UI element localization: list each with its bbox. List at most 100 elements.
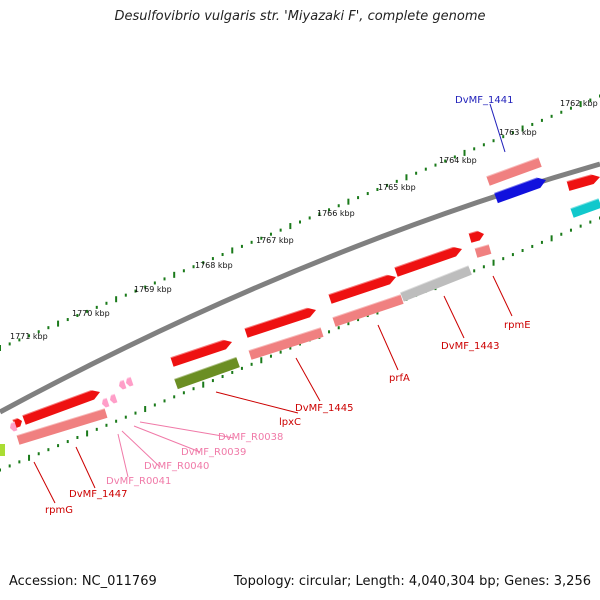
gene-arrow xyxy=(394,243,463,277)
gene-arrow xyxy=(399,264,472,302)
cds-bar xyxy=(248,326,324,360)
tick-mark xyxy=(560,110,563,114)
gene-arrow xyxy=(170,336,233,367)
tick-mark xyxy=(337,204,340,208)
tick-mark xyxy=(405,174,408,181)
tick-mark xyxy=(163,277,166,281)
tick-mark xyxy=(328,208,331,212)
tick-mark xyxy=(502,257,505,261)
gene-label-dvmf-r0038[interactable]: DvMF_R0038 xyxy=(218,432,283,443)
tick-mark xyxy=(531,244,534,248)
tick-mark xyxy=(579,101,582,108)
tick-mark xyxy=(144,285,147,289)
gene-arrow xyxy=(173,355,240,390)
tick-mark xyxy=(124,415,127,419)
trna-arrow xyxy=(8,420,18,432)
tick-mark xyxy=(415,171,418,175)
tick-mark xyxy=(144,406,147,413)
tick-mark xyxy=(560,232,563,236)
tick-mark xyxy=(0,345,1,351)
leader-line xyxy=(377,324,399,371)
leader-line xyxy=(295,357,321,402)
leader-line xyxy=(215,391,299,414)
leader-line xyxy=(489,103,506,153)
tick-mark xyxy=(28,454,31,461)
tick-mark xyxy=(18,460,21,464)
tick-mark xyxy=(473,147,476,151)
genome-stats-text: Topology: circular; Length: 4,040,304 bp… xyxy=(233,574,591,589)
gene-arrow xyxy=(493,173,546,204)
gene-label-dvmf-r0039[interactable]: DvMF_R0039 xyxy=(181,447,246,458)
gene-label-dvmf-1441[interactable]: DvMF_1441 xyxy=(455,95,513,106)
tick-mark xyxy=(269,232,272,236)
label-leaders xyxy=(33,103,513,504)
kbp-label-1769: 1769 kbp xyxy=(134,285,172,294)
tick-mark xyxy=(337,326,340,330)
gene-label-dvmf-1447[interactable]: DvMF_1447 xyxy=(69,489,127,500)
tick-mark xyxy=(347,198,350,205)
tick-mark xyxy=(105,423,108,427)
tick-mark xyxy=(76,435,79,439)
tick-mark xyxy=(202,261,205,265)
tick-mark xyxy=(240,366,243,370)
gene-fragment xyxy=(0,444,5,456)
tick-mark xyxy=(182,391,185,395)
leader-line xyxy=(139,421,235,439)
gene-label-lpxc[interactable]: lpxC xyxy=(279,417,301,428)
tick-mark xyxy=(511,253,514,257)
tick-mark xyxy=(182,269,185,273)
kbp-label-1770: 1770 kbp xyxy=(72,309,110,318)
gene-label-dvmf-1443[interactable]: DvMF_1443 xyxy=(441,341,499,352)
tick-mark xyxy=(192,387,195,391)
tick-mark xyxy=(66,440,69,444)
tick-mark xyxy=(76,313,79,317)
tick-mark xyxy=(482,265,485,269)
tick-mark xyxy=(66,318,69,322)
tick-mark xyxy=(521,249,524,253)
tick-mark xyxy=(8,464,11,468)
tick-mark xyxy=(8,342,11,346)
tick-mark xyxy=(163,399,166,403)
gene-label-dvmf-1445[interactable]: DvMF_1445 xyxy=(295,403,353,414)
tick-mark xyxy=(521,125,524,132)
tick-mark xyxy=(366,192,369,196)
gene-arrow xyxy=(328,271,396,304)
tick-mark xyxy=(250,362,253,366)
leader-line xyxy=(121,430,161,468)
tick-mark xyxy=(289,346,292,350)
tick-mark xyxy=(492,259,495,266)
kbp-label-1764: 1764 kbp xyxy=(439,156,477,165)
kbp-label-1763: 1763 kbp xyxy=(499,128,537,137)
tick-mark xyxy=(424,167,427,171)
leader-line xyxy=(133,425,201,453)
gene-label-prfa[interactable]: prfA xyxy=(389,373,410,384)
tick-mark xyxy=(173,395,176,399)
tick-mark xyxy=(231,247,234,254)
kbp-label-1767: 1767 kbp xyxy=(256,236,294,245)
tick-mark xyxy=(95,427,98,431)
feature-track xyxy=(0,156,600,456)
gene-label-dvmf-r0040[interactable]: DvMF_R0040 xyxy=(144,461,209,472)
gene-arrow xyxy=(468,228,484,243)
tick-mark xyxy=(502,135,505,139)
tick-mark xyxy=(492,139,495,143)
tick-mark xyxy=(260,357,263,364)
tick-mark xyxy=(0,468,1,472)
tick-mark xyxy=(569,106,572,110)
tick-mark xyxy=(134,411,137,415)
tick-mark xyxy=(308,216,311,220)
tick-mark xyxy=(328,330,331,334)
tick-mark xyxy=(124,293,127,297)
tick-mark xyxy=(86,309,89,313)
gene-arrow xyxy=(566,171,600,191)
tick-mark xyxy=(318,212,321,216)
tick-mark xyxy=(211,379,214,383)
tick-mark xyxy=(47,326,50,330)
tick-mark xyxy=(115,419,118,423)
cds-bar xyxy=(16,407,108,445)
gene-label-rpmg[interactable]: rpmG xyxy=(45,505,73,516)
gene-label-dvmf-r0041[interactable]: DvMF_R0041 xyxy=(106,476,171,487)
outer-tick-ring xyxy=(0,94,600,351)
map-title: Desulfovibrio vulgaris str. 'Miyazaki F'… xyxy=(114,9,486,24)
gene-label-rpme[interactable]: rpmE xyxy=(504,320,531,331)
